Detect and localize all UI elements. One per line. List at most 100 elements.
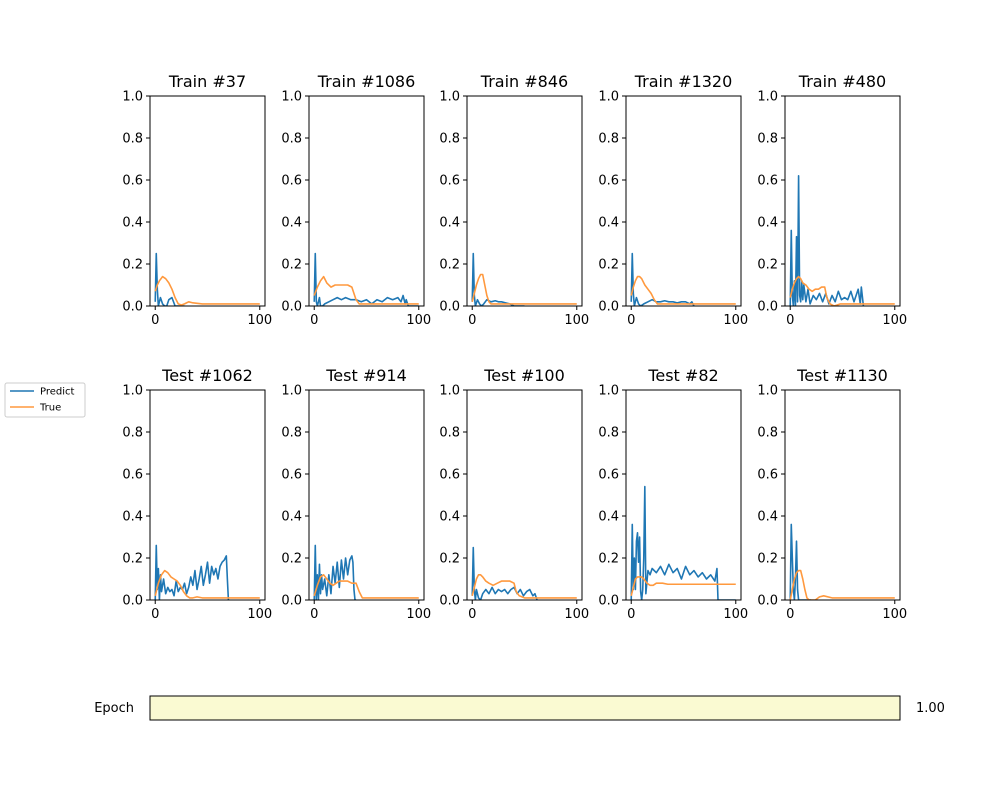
series-line-predict [313, 544, 357, 600]
subplot-title: Test #1130 [796, 366, 888, 385]
series-line-true [471, 273, 577, 305]
series-line-true [471, 573, 577, 599]
y-tick-label: 0.6 [439, 468, 460, 483]
y-tick-label: 0.4 [439, 216, 460, 231]
y-tick-label: 0.6 [281, 468, 302, 483]
subplot-test-914: 0.0 0.2 0.4 0.6 0.8 1.0 0 100 Test #914 [281, 366, 431, 622]
legend-label-true: True [39, 403, 61, 414]
axes-frame [625, 389, 742, 601]
y-tick-label: 0.6 [598, 174, 619, 189]
legend-label-predict: Predict [40, 387, 75, 398]
series-group [471, 546, 577, 600]
y-tick-label: 0.4 [598, 216, 619, 231]
x-tick-label: 100 [723, 313, 748, 328]
series-group [471, 252, 577, 306]
y-tick-label: 0.6 [757, 468, 778, 483]
y-tick-label: 0.2 [122, 258, 143, 273]
y-tick-label: 1.0 [281, 384, 302, 399]
series-line-true [313, 275, 419, 305]
series-group [630, 485, 736, 600]
plot-area [309, 96, 424, 306]
x-tick-label: 0 [627, 607, 635, 622]
y-tick-label: 0.2 [757, 552, 778, 567]
subplot-title: Test #1062 [161, 366, 253, 385]
axes-frame [784, 95, 901, 307]
plot-area [467, 96, 582, 306]
y-tick-label: 0.8 [598, 132, 619, 147]
y-tick-label: 0.0 [598, 300, 619, 315]
x-tick-label: 0 [310, 607, 318, 622]
epoch-slider[interactable]: Epoch 1.00 [94, 695, 945, 721]
y-tick-label: 0.8 [281, 426, 302, 441]
y-tick-label: 0.2 [598, 258, 619, 273]
y-tick-label: 0.0 [598, 594, 619, 609]
y-tick-label: 0.4 [122, 216, 143, 231]
subplot-test-100: 0.0 0.2 0.4 0.6 0.8 1.0 0 100 Test #100 [439, 366, 589, 622]
series-line-true [789, 569, 895, 600]
x-tick-label: 100 [723, 607, 748, 622]
y-tick-label: 0.8 [281, 132, 302, 147]
x-tick-label: 100 [882, 313, 907, 328]
y-tick-label: 0.8 [757, 132, 778, 147]
y-tick-label: 0.0 [122, 300, 143, 315]
subplot-train-480: 0.0 0.2 0.4 0.6 0.8 1.0 0 100 Train #480 [757, 72, 907, 328]
series-group [789, 523, 895, 600]
plot-area [150, 96, 265, 306]
plot-area [785, 390, 900, 600]
x-tick-label: 100 [564, 607, 589, 622]
y-tick-label: 0.6 [439, 174, 460, 189]
y-tick-label: 0.0 [757, 594, 778, 609]
x-tick-label: 0 [151, 607, 159, 622]
series-line-true [789, 275, 895, 306]
y-tick-label: 0.0 [122, 594, 143, 609]
series-line-true [630, 275, 736, 305]
y-tick-label: 0.4 [598, 510, 619, 525]
y-tick-label: 1.0 [439, 90, 460, 105]
series-line-true [630, 576, 736, 596]
y-tick-label: 0.8 [439, 426, 460, 441]
x-tick-label: 0 [151, 313, 159, 328]
x-tick-label: 100 [406, 313, 431, 328]
y-tick-label: 1.0 [757, 384, 778, 399]
y-tick-label: 0.2 [281, 552, 302, 567]
axes-frame [784, 389, 901, 601]
series-line-predict [630, 485, 736, 600]
y-tick-label: 0.6 [598, 468, 619, 483]
subplot-test-1062: 0.0 0.2 0.4 0.6 0.8 1.0 0 100 Test #1062 [122, 366, 272, 622]
epoch-slider-label: Epoch [94, 701, 134, 716]
legend: Predict True [4, 382, 86, 418]
series-group [154, 544, 260, 600]
y-tick-label: 1.0 [122, 384, 143, 399]
y-tick-label: 0.6 [122, 468, 143, 483]
series-group [789, 175, 895, 306]
y-tick-label: 1.0 [122, 90, 143, 105]
y-tick-label: 0.4 [757, 216, 778, 231]
y-tick-label: 0.0 [757, 300, 778, 315]
series-line-predict [313, 252, 419, 306]
y-tick-label: 1.0 [598, 384, 619, 399]
y-tick-label: 0.8 [122, 426, 143, 441]
subplot-title: Test #82 [647, 366, 718, 385]
y-tick-label: 0.4 [122, 510, 143, 525]
y-tick-label: 1.0 [439, 384, 460, 399]
y-tick-label: 0.8 [439, 132, 460, 147]
x-tick-label: 0 [468, 607, 476, 622]
y-tick-label: 0.6 [281, 174, 302, 189]
y-tick-label: 0.6 [757, 174, 778, 189]
y-tick-label: 0.2 [757, 258, 778, 273]
y-tick-label: 0.2 [598, 552, 619, 567]
series-group [154, 252, 260, 306]
plot-area [309, 390, 424, 600]
series-line-predict [154, 544, 230, 600]
axes-frame [308, 95, 425, 307]
y-tick-label: 0.4 [281, 216, 302, 231]
epoch-slider-value: 1.00 [916, 701, 945, 716]
y-tick-label: 1.0 [757, 90, 778, 105]
axes-frame [149, 389, 266, 601]
y-tick-label: 0.4 [281, 510, 302, 525]
subplot-test-82: 0.0 0.2 0.4 0.6 0.8 1.0 0 100 Test #82 [598, 366, 748, 622]
y-tick-label: 0.8 [757, 426, 778, 441]
series-line-true [313, 573, 419, 599]
axes-frame [466, 95, 583, 307]
